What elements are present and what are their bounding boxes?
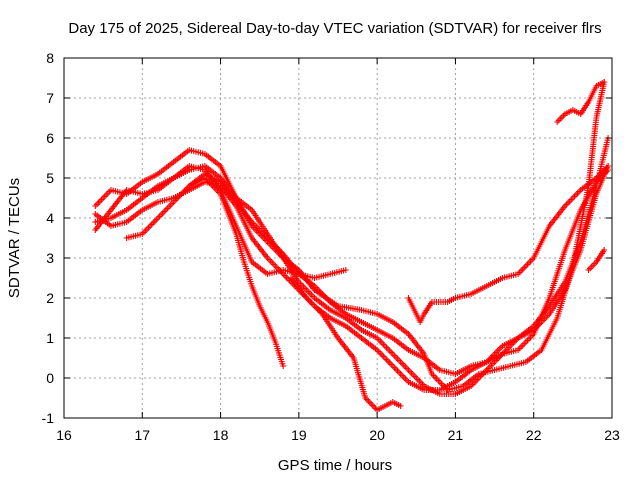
y-tick-label: 5 bbox=[46, 170, 54, 186]
data-point bbox=[605, 163, 612, 169]
y-tick-label: 1 bbox=[46, 330, 54, 346]
y-tick-label: -1 bbox=[42, 410, 55, 426]
series-track-8 bbox=[405, 163, 612, 325]
x-tick-label: 22 bbox=[526, 427, 542, 443]
x-tick-label: 20 bbox=[369, 427, 385, 443]
x-tick-label: 18 bbox=[213, 427, 229, 443]
plot-frame bbox=[63, 57, 613, 419]
y-tick-label: 7 bbox=[46, 90, 54, 106]
data-point bbox=[397, 403, 404, 409]
data-point bbox=[601, 79, 608, 85]
data-point bbox=[369, 402, 376, 409]
y-tick-label: 4 bbox=[46, 210, 54, 226]
grid-lines bbox=[64, 58, 612, 418]
y-tick-label: 3 bbox=[46, 250, 54, 266]
y-axis-label: SDTVAR / TECUs bbox=[6, 178, 23, 298]
x-tick-label: 16 bbox=[56, 427, 72, 443]
series-track-7 bbox=[288, 275, 404, 413]
x-tick-label: 17 bbox=[134, 427, 150, 443]
series-track-10 bbox=[585, 247, 608, 273]
y-tick-label: 2 bbox=[46, 290, 54, 306]
series-track-1 bbox=[92, 79, 608, 393]
x-tick-label: 19 bbox=[291, 427, 307, 443]
chart-title: Day 175 of 2025, Sidereal Day-to-day VTE… bbox=[68, 20, 601, 37]
series-track-4 bbox=[123, 167, 612, 377]
y-tick-label: 8 bbox=[46, 50, 54, 66]
x-axis-label: GPS time / hours bbox=[278, 457, 392, 474]
data-point bbox=[366, 399, 373, 406]
series-track-6 bbox=[186, 175, 287, 369]
x-tick-label: 23 bbox=[604, 427, 620, 443]
series-track-9 bbox=[554, 79, 608, 125]
data-marks bbox=[92, 79, 612, 413]
x-tick-label: 21 bbox=[448, 427, 464, 443]
data-point bbox=[368, 401, 375, 407]
y-tick-label: 6 bbox=[46, 130, 54, 146]
data-point bbox=[601, 247, 608, 253]
data-point bbox=[280, 363, 287, 369]
data-point bbox=[365, 398, 372, 404]
y-tick-label: 0 bbox=[46, 370, 54, 386]
data-point bbox=[342, 267, 349, 273]
